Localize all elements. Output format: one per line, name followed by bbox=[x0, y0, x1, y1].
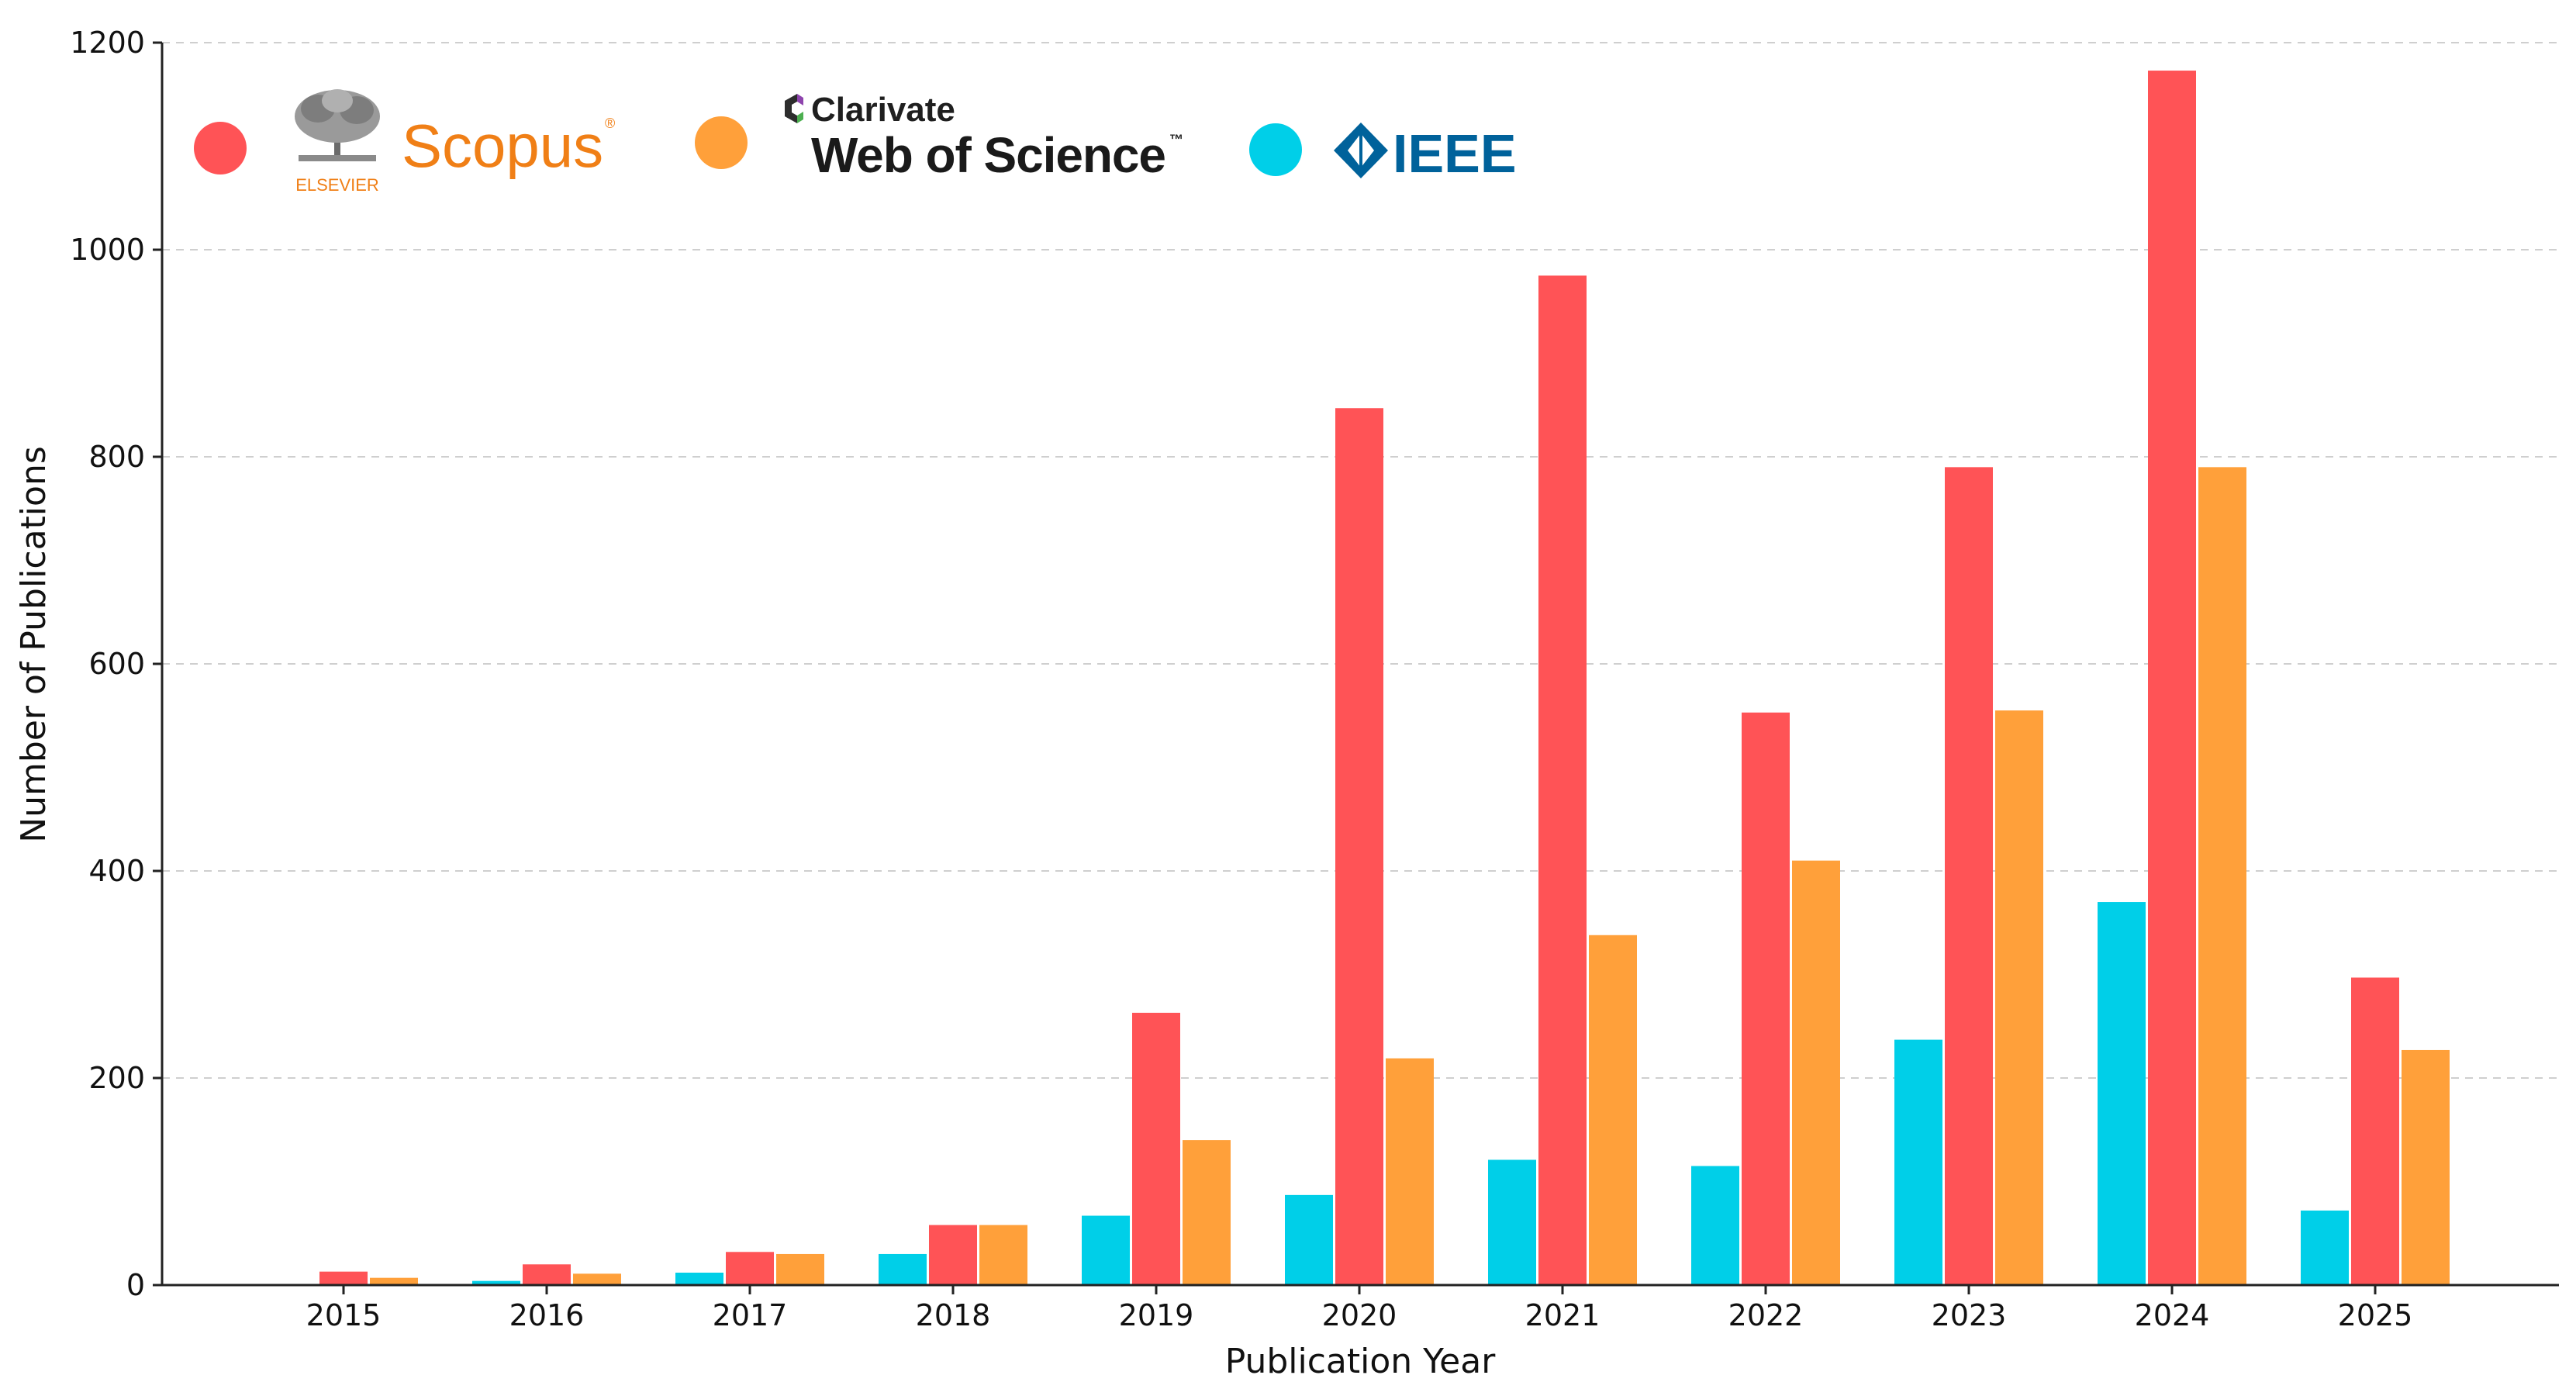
bar-scopus-2018 bbox=[929, 1225, 977, 1285]
bar-ieee-2018 bbox=[879, 1253, 927, 1285]
legend-marker-scopus bbox=[194, 122, 247, 174]
y-axis-title: Number of Publications bbox=[14, 446, 54, 843]
bar-ieee-2024 bbox=[2098, 902, 2146, 1285]
bar-scopus-2025 bbox=[2351, 977, 2399, 1285]
bar-ieee-2023 bbox=[1894, 1039, 1942, 1285]
x-axis-title: Publication Year bbox=[1225, 1342, 1497, 1381]
bar-web-of-science-2017 bbox=[776, 1253, 824, 1285]
bar-ieee-2025 bbox=[2301, 1210, 2349, 1285]
legend-wos-mark: ™ bbox=[1169, 132, 1183, 147]
bar-web-of-science-2019 bbox=[1183, 1140, 1231, 1285]
legend-label-scopus: Scopus bbox=[402, 112, 603, 180]
bar-scopus-2019 bbox=[1132, 1012, 1180, 1285]
bar-scopus-2016 bbox=[523, 1264, 571, 1285]
legend-marker-web-of-science bbox=[695, 116, 748, 169]
legend-clarivate-text: Clarivate bbox=[811, 91, 955, 129]
x-tick-label: 2024 bbox=[2135, 1298, 2210, 1332]
y-tick-label: 400 bbox=[88, 854, 145, 888]
bar-scopus-2024 bbox=[2148, 71, 2196, 1285]
y-tick-label: 1000 bbox=[70, 233, 145, 267]
bar-web-of-science-2023 bbox=[1995, 710, 2043, 1285]
legend: ELSEVIER Scopus ® Clarivate Web of Scien… bbox=[194, 89, 1517, 195]
legend-item-web-of-science: Clarivate Web of Science ™ bbox=[695, 91, 1183, 183]
bar-scopus-2022 bbox=[1742, 712, 1790, 1285]
x-tick-label: 2017 bbox=[713, 1298, 788, 1332]
y-tick-label: 800 bbox=[88, 440, 145, 474]
bar-web-of-science-2016 bbox=[573, 1273, 621, 1285]
legend-item-scopus: ELSEVIER Scopus ® bbox=[194, 89, 615, 195]
y-tick-label: 1200 bbox=[70, 26, 145, 60]
x-tick-label: 2015 bbox=[306, 1298, 382, 1332]
bar-scopus-2023 bbox=[1945, 467, 1993, 1285]
bar-web-of-science-2024 bbox=[2198, 467, 2246, 1285]
x-tick-label: 2018 bbox=[916, 1298, 991, 1332]
legend-item-ieee: IEEE bbox=[1249, 123, 1517, 184]
bar-ieee-2017 bbox=[675, 1272, 723, 1285]
ieee-diamond-icon bbox=[1334, 123, 1388, 178]
bar-web-of-science-2025 bbox=[2402, 1049, 2450, 1285]
x-tick-label: 2019 bbox=[1119, 1298, 1194, 1332]
legend-elsevier-text: ELSEVIER bbox=[295, 175, 379, 195]
legend-scopus-mark: ® bbox=[605, 116, 615, 131]
legend-marker-ieee bbox=[1249, 123, 1302, 176]
y-tick-label: 200 bbox=[88, 1061, 145, 1095]
x-tick-label: 2020 bbox=[1322, 1298, 1397, 1332]
bar-scopus-2021 bbox=[1538, 275, 1587, 1285]
x-tick-label: 2016 bbox=[509, 1298, 585, 1332]
y-tick-label: 0 bbox=[126, 1268, 145, 1302]
bar-ieee-2019 bbox=[1082, 1215, 1130, 1285]
bar-ieee-2020 bbox=[1285, 1194, 1333, 1285]
bar-scopus-2015 bbox=[319, 1271, 368, 1285]
x-tick-labels: 2015 2016 2017 2018 2019 2020 2021 2022 2023 2024… bbox=[306, 1285, 2413, 1332]
bar-web-of-science-2021 bbox=[1589, 935, 1637, 1285]
bar-series bbox=[319, 71, 2450, 1285]
legend-label-web-of-science: Web of Science bbox=[811, 127, 1166, 183]
elsevier-tree-icon bbox=[291, 89, 384, 175]
legend-label-ieee: IEEE bbox=[1393, 123, 1517, 184]
bar-ieee-2016 bbox=[472, 1280, 520, 1285]
bar-scopus-2020 bbox=[1335, 408, 1383, 1285]
bar-scopus-2017 bbox=[726, 1252, 774, 1285]
x-tick-label: 2025 bbox=[2338, 1298, 2413, 1332]
x-tick-label: 2021 bbox=[1525, 1298, 1601, 1332]
bar-web-of-science-2022 bbox=[1792, 860, 1840, 1285]
bar-ieee-2021 bbox=[1488, 1159, 1536, 1285]
clarivate-logo-icon bbox=[785, 94, 803, 123]
x-tick-label: 2023 bbox=[1932, 1298, 2007, 1332]
bar-web-of-science-2020 bbox=[1386, 1058, 1434, 1285]
bar-ieee-2022 bbox=[1691, 1166, 1739, 1285]
bar-web-of-science-2015 bbox=[370, 1277, 418, 1285]
x-tick-label: 2022 bbox=[1728, 1298, 1804, 1332]
bar-web-of-science-2018 bbox=[979, 1225, 1027, 1285]
y-tick-label: 600 bbox=[88, 647, 145, 681]
y-tick-labels: 0 200 400 600 800 1000 1200 bbox=[70, 26, 162, 1302]
